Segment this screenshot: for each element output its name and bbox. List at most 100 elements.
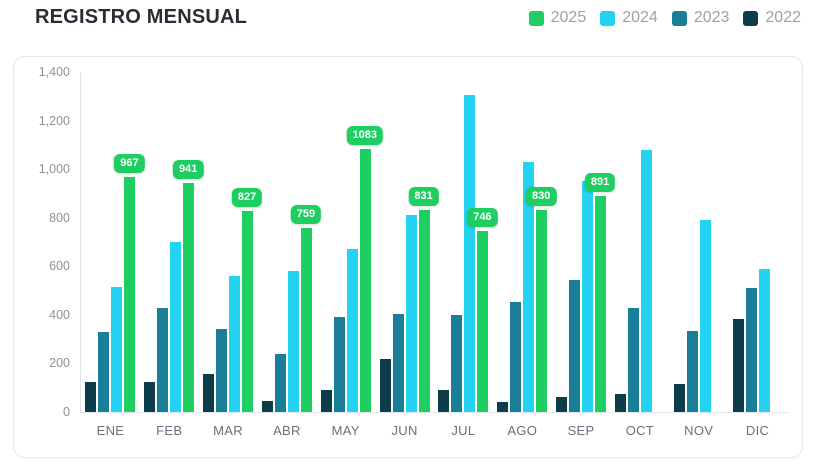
bar-2025-JUN[interactable]: [418, 210, 430, 412]
month-group-FEB: 941: [140, 72, 204, 412]
bar-2024-MAR[interactable]: [229, 276, 241, 412]
y-axis-tick-label: 1,200: [38, 113, 70, 128]
data-label-2025-ABR: 759: [290, 204, 322, 224]
bar-2022-NOV[interactable]: [673, 384, 685, 412]
x-axis-label-JUN: JUN: [391, 423, 418, 438]
month-group-ABR: 759: [257, 72, 322, 412]
x-axis-label-DIC: DIC: [745, 423, 770, 438]
x-axis-label-ENE: ENE: [96, 423, 125, 438]
bar-2022-SEP[interactable]: [556, 397, 568, 412]
legend-label: 2024: [622, 9, 658, 26]
data-label-2025-SEP: 891: [584, 172, 616, 192]
month-group-MAY: 1083: [316, 72, 383, 412]
y-axis-tick-label: 800: [49, 210, 70, 225]
bar-2024-NOV[interactable]: [699, 220, 711, 412]
bar-2022-MAY[interactable]: [320, 390, 332, 412]
month-group-MAR: 827: [199, 72, 263, 412]
bar-2024-MAY[interactable]: [346, 249, 358, 412]
bar-2022-MAR[interactable]: [203, 374, 215, 412]
legend-item-2022[interactable]: 2022: [743, 9, 801, 27]
legend-label: 2025: [550, 9, 587, 26]
legend-label: 2022: [765, 9, 801, 26]
bar-2024-AGO[interactable]: [523, 161, 535, 412]
x-axis-label-FEB: FEB: [156, 423, 183, 438]
bar-2023-OCT[interactable]: [627, 307, 639, 412]
legend-swatch-icon: [743, 10, 759, 26]
bar-2024-SEP[interactable]: [582, 181, 594, 412]
bar-2022-OCT[interactable]: [614, 393, 626, 412]
bar-2022-FEB[interactable]: [144, 381, 156, 412]
data-label-2025-JUL: 746: [467, 207, 498, 227]
month-group-JUL: 746: [434, 72, 498, 412]
bar-2022-JUL[interactable]: [438, 390, 450, 412]
bar-2022-ENE[interactable]: [85, 381, 97, 412]
data-label-2025-AGO: 830: [526, 187, 557, 207]
page-title: REGISTRO MENSUAL: [35, 6, 248, 28]
x-axis-label-AGO: AGO: [507, 423, 538, 438]
bar-2023-DIC[interactable]: [745, 288, 757, 412]
bar-2025-JUL[interactable]: [477, 230, 489, 412]
bar-2024-ENE[interactable]: [111, 286, 123, 412]
x-axis-label-SEP: SEP: [567, 423, 595, 438]
legend-swatch-icon: [671, 10, 687, 26]
bar-2025-SEP[interactable]: [595, 195, 607, 412]
bar-2024-DIC[interactable]: [758, 268, 770, 412]
bar-2023-ABR[interactable]: [274, 353, 286, 412]
bar-2024-JUL[interactable]: [464, 95, 476, 412]
bar-2023-NOV[interactable]: [686, 330, 698, 412]
bar-2022-JUN[interactable]: [379, 358, 391, 412]
x-axis-label-NOV: NOV: [684, 423, 714, 438]
bar-2024-ABR[interactable]: [287, 271, 299, 412]
legend-swatch-icon: [600, 10, 616, 26]
legend-item-2024[interactable]: 2024: [600, 9, 658, 27]
x-axis-label-MAR: MAR: [213, 423, 243, 438]
month-group-ENE: 967: [81, 72, 145, 412]
y-axis-tick-label: 200: [49, 356, 70, 371]
bar-2022-ABR[interactable]: [261, 401, 273, 412]
y-axis-tick-label: 0: [63, 405, 70, 419]
bar-2025-FEB[interactable]: [183, 183, 195, 412]
legend-label: 2023: [693, 9, 730, 26]
bar-2024-FEB[interactable]: [170, 242, 182, 412]
bar-2025-AGO[interactable]: [536, 210, 548, 412]
month-group-NOV: [669, 72, 728, 412]
y-axis-tick-label: 1,400: [38, 65, 70, 79]
y-axis-tick-label: 600: [49, 259, 70, 274]
data-label-2025-MAR: 827: [231, 188, 263, 208]
bar-2023-MAY[interactable]: [333, 317, 345, 412]
x-axis-line: [80, 412, 788, 413]
y-axis-tick-label: 400: [49, 307, 70, 322]
bar-2023-JUN[interactable]: [392, 313, 404, 412]
legend-swatch-icon: [528, 10, 544, 26]
bar-2023-JUL[interactable]: [451, 314, 463, 412]
bar-2023-AGO[interactable]: [510, 301, 522, 412]
bar-2025-MAY[interactable]: [359, 149, 371, 412]
bar-2023-FEB[interactable]: [157, 307, 169, 412]
bar-2024-OCT[interactable]: [640, 149, 652, 412]
x-axis-label-ABR: ABR: [273, 423, 301, 438]
x-axis-label-MAY: MAY: [331, 423, 360, 438]
month-group-DIC: [728, 72, 787, 412]
bar-2025-ABR[interactable]: [300, 227, 312, 412]
bar-2025-ENE[interactable]: [124, 177, 136, 412]
plot-area: 967 941 827 759 1083 831 746 830 891: [81, 72, 787, 412]
bar-2023-MAR[interactable]: [216, 329, 228, 412]
bar-2025-MAR[interactable]: [242, 211, 254, 412]
bar-2023-SEP[interactable]: [569, 279, 581, 412]
legend: 2025 2024 2023 2022: [528, 9, 801, 27]
y-axis-tick-label: 1,000: [38, 162, 70, 177]
legend-item-2025[interactable]: 2025: [528, 9, 587, 27]
bar-2023-ENE[interactable]: [98, 331, 110, 412]
month-group-JUN: 831: [375, 72, 439, 412]
bar-2022-AGO[interactable]: [497, 402, 509, 412]
data-label-2025-FEB: 941: [173, 160, 204, 180]
month-group-AGO: 830: [493, 72, 557, 412]
legend-item-2023[interactable]: 2023: [671, 9, 730, 27]
bar-2022-DIC[interactable]: [732, 318, 744, 412]
data-label-2025-ENE: 967: [114, 154, 145, 174]
y-axis-line: [80, 72, 81, 413]
chart-card: 0 200 400 600 800 1,000 1,200 1,400 967 941 827 75…: [13, 56, 803, 458]
x-axis-label-OCT: OCT: [625, 423, 655, 438]
bar-2024-JUN[interactable]: [405, 215, 417, 412]
x-axis-label-JUL: JUL: [451, 423, 476, 438]
